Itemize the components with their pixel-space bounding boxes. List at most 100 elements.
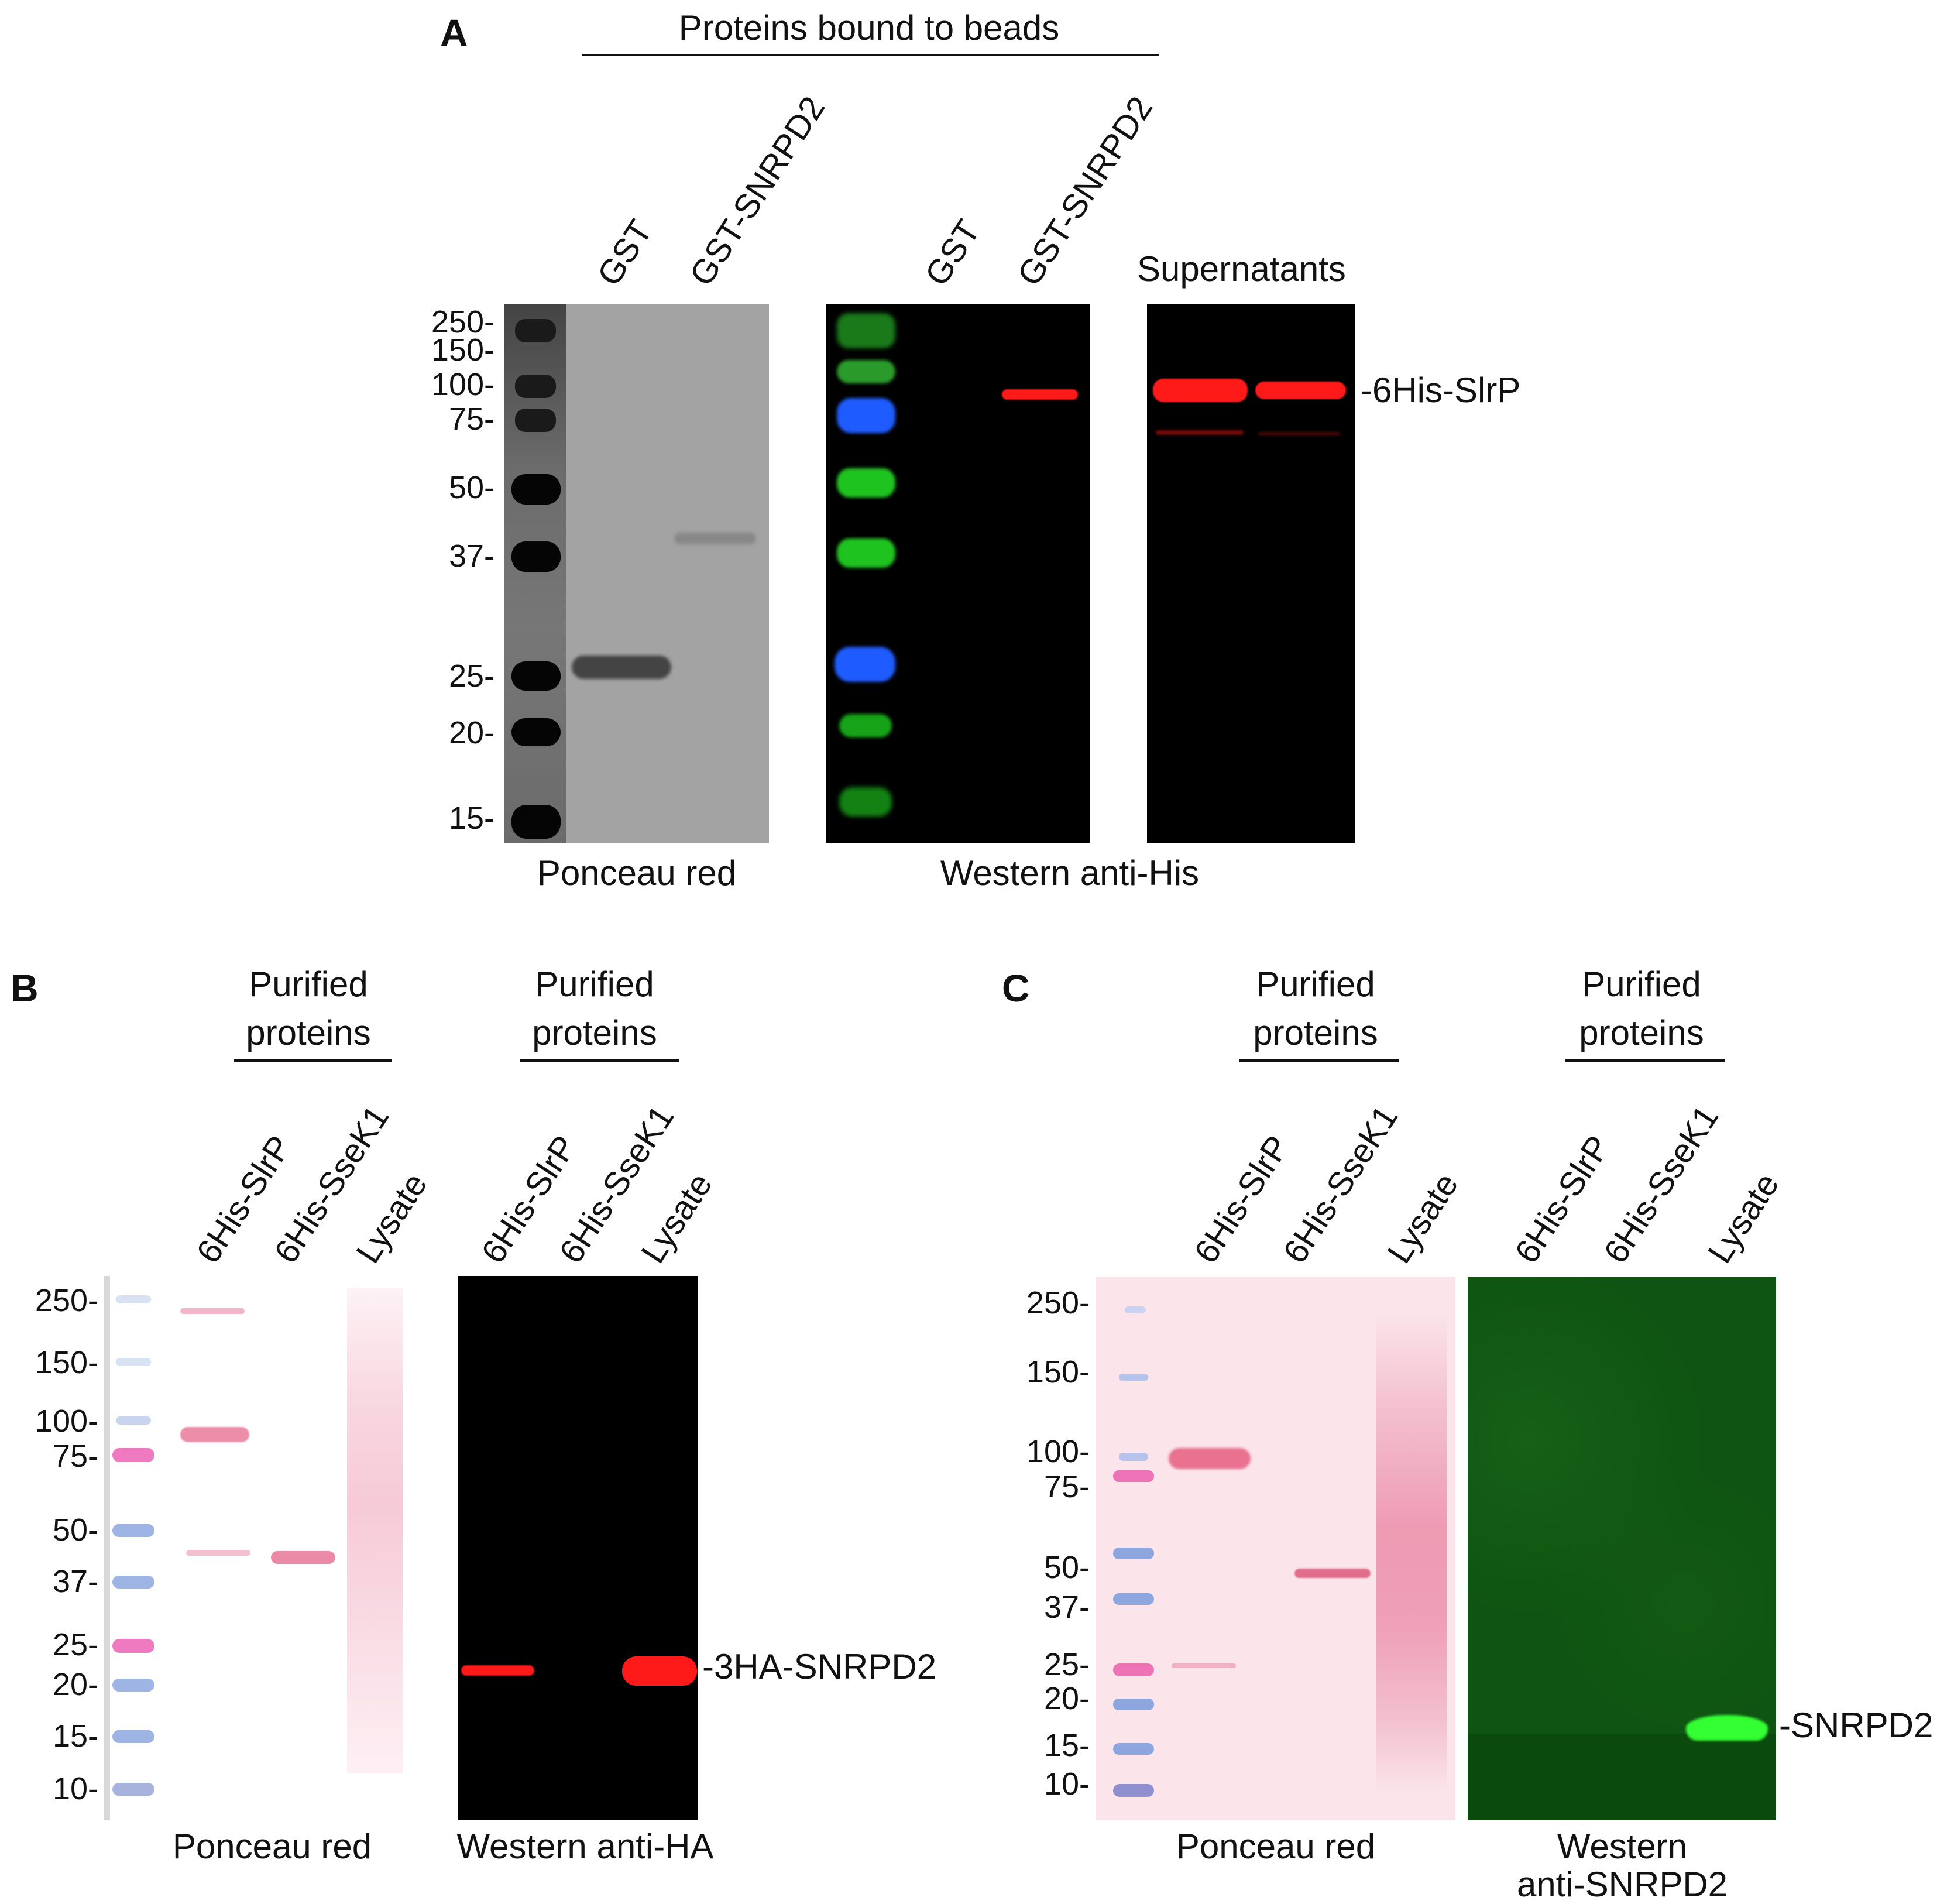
ladder-band [1113, 1699, 1154, 1710]
6his-slrp-band [1169, 1448, 1251, 1469]
purified-header-c1-line2: proteins [1253, 1013, 1378, 1052]
mw-marker-25: 25- [448, 658, 494, 694]
mw-marker-150: 150- [35, 1345, 98, 1380]
mw-marker-15: 15- [52, 1718, 98, 1754]
panel-letter-a: A [440, 11, 468, 54]
caption-western-anti-snrpd2-line2: anti-SNRPD2 [1516, 1865, 1728, 1904]
ladder-band-pink [112, 1639, 154, 1653]
purified-header-c1-line1: Purified [1256, 965, 1375, 1004]
mw-marker-50: 50- [448, 470, 494, 505]
ladder-band-blue [835, 647, 895, 682]
mw-marker-37: 37- [52, 1564, 98, 1599]
lane-label-lysate-c2: Lysate [1701, 1166, 1787, 1270]
ladder-band [112, 1576, 154, 1589]
purified-header-b2-line1: Purified [535, 965, 654, 1004]
ladder-band [1119, 1374, 1148, 1381]
ponceau-blot-c [1096, 1277, 1455, 1820]
header-underline-c2 [1565, 1059, 1725, 1062]
lysate-lane [347, 1288, 403, 1773]
mw-marker-15: 15- [448, 801, 494, 836]
mw-marker-20: 20- [448, 715, 494, 750]
ladder-band-green [837, 538, 895, 568]
ladder-band [511, 474, 561, 505]
mw-marker-75: 75- [1043, 1469, 1090, 1504]
mw-marker-150: 150- [431, 332, 494, 368]
snrpd2-band [1686, 1715, 1768, 1741]
lane-label-gst-ponceau: GST [590, 213, 660, 293]
lane-label-gst-snrpd2-ponceau: GST-SNRPD2 [682, 90, 833, 293]
6his-slrp-band-sup1 [1153, 379, 1248, 402]
faint-band [1258, 432, 1340, 435]
ladder-band [116, 1358, 151, 1366]
ladder-band [1113, 1784, 1154, 1797]
faint-band [1156, 430, 1244, 435]
3ha-snrpd2-band-slrp [461, 1665, 534, 1676]
ladder-band [116, 1416, 151, 1425]
supernatants-blot [1147, 304, 1355, 843]
header-underline-b1 [234, 1059, 392, 1062]
header-underline-b2 [520, 1059, 679, 1062]
header-underline-c1 [1239, 1059, 1399, 1062]
supernatants-label: Supernatants [1137, 249, 1346, 289]
mw-marker-25: 25- [1043, 1647, 1090, 1682]
ladder-band [511, 718, 561, 746]
caption-western-anti-ha: Western anti-HA [456, 1827, 714, 1866]
mw-marker-250: 250- [431, 304, 494, 339]
purified-header-b1-line2: proteins [246, 1013, 371, 1052]
ladder-band-green [837, 468, 895, 498]
mw-marker-37: 37- [1043, 1590, 1090, 1625]
gst-snrpd2-band [674, 533, 756, 544]
lane-label-lysate-b2: Lysate [634, 1166, 720, 1270]
ponceau-blot-b [104, 1276, 429, 1820]
mw-marker-100: 100- [1026, 1434, 1090, 1469]
mw-marker-20: 20- [1043, 1681, 1090, 1716]
mw-marker-150: 150- [1026, 1354, 1090, 1390]
mw-marker-50: 50- [52, 1512, 98, 1548]
ladder-band-pink [1113, 1663, 1154, 1676]
western-anti-his-blot [826, 304, 1090, 843]
header-underline-a [582, 54, 1159, 56]
ponceau-blot-a [504, 304, 769, 843]
caption-western-anti-snrpd2-line1: Western [1557, 1827, 1688, 1866]
ladder-band [116, 1295, 151, 1303]
proteins-bound-header: Proteins bound to beads [678, 8, 1060, 47]
caption-ponceau-b: Ponceau red [172, 1827, 372, 1866]
mw-marker-100: 100- [431, 367, 494, 402]
mw-marker-250: 250- [35, 1283, 98, 1318]
ladder-band-green [839, 714, 892, 737]
mw-marker-50: 50- [1043, 1550, 1090, 1585]
mw-marker-37: 37- [448, 538, 494, 574]
6his-slrp-band [180, 1427, 249, 1442]
faint-band [186, 1550, 250, 1556]
band-label-6his-slrp: -6His-SlrP [1361, 370, 1521, 410]
6his-ssek1-band [1294, 1569, 1371, 1578]
band-label-3ha-snrpd2: -3HA-SNRPD2 [702, 1647, 937, 1686]
panel-letter-c: C [1002, 966, 1030, 1010]
ladder-band [1113, 1593, 1154, 1605]
ladder-band [511, 541, 561, 572]
ladder-band [112, 1730, 154, 1743]
mw-marker-10: 10- [52, 1771, 98, 1806]
ladder-band-green [837, 313, 895, 348]
lane-label-lysate-c1: Lysate [1380, 1166, 1466, 1270]
mw-marker-75: 75- [448, 402, 494, 437]
ladder-band-green [839, 787, 892, 817]
ladder-band-green [837, 360, 895, 383]
faint-band [1172, 1663, 1236, 1668]
mw-marker-100: 100- [35, 1404, 98, 1439]
mw-marker-20: 20- [52, 1667, 98, 1702]
ladder-band [511, 661, 561, 691]
western-anti-ha-blot [458, 1276, 698, 1820]
mw-marker-75: 75- [52, 1439, 98, 1474]
faint-band [180, 1308, 245, 1314]
lane-label-gst-western: GST [918, 213, 988, 293]
caption-ponceau-a: Ponceau red [537, 853, 737, 893]
ladder-band-pink [1113, 1470, 1154, 1482]
ladder-band-blue [837, 398, 895, 433]
panel-letter-b: B [11, 966, 39, 1010]
ladder-band [515, 375, 556, 398]
caption-ponceau-c: Ponceau red [1176, 1827, 1376, 1866]
3ha-snrpd2-band-lysate [622, 1656, 697, 1686]
ladder-band [112, 1524, 154, 1537]
mw-marker-10: 10- [1043, 1766, 1090, 1802]
